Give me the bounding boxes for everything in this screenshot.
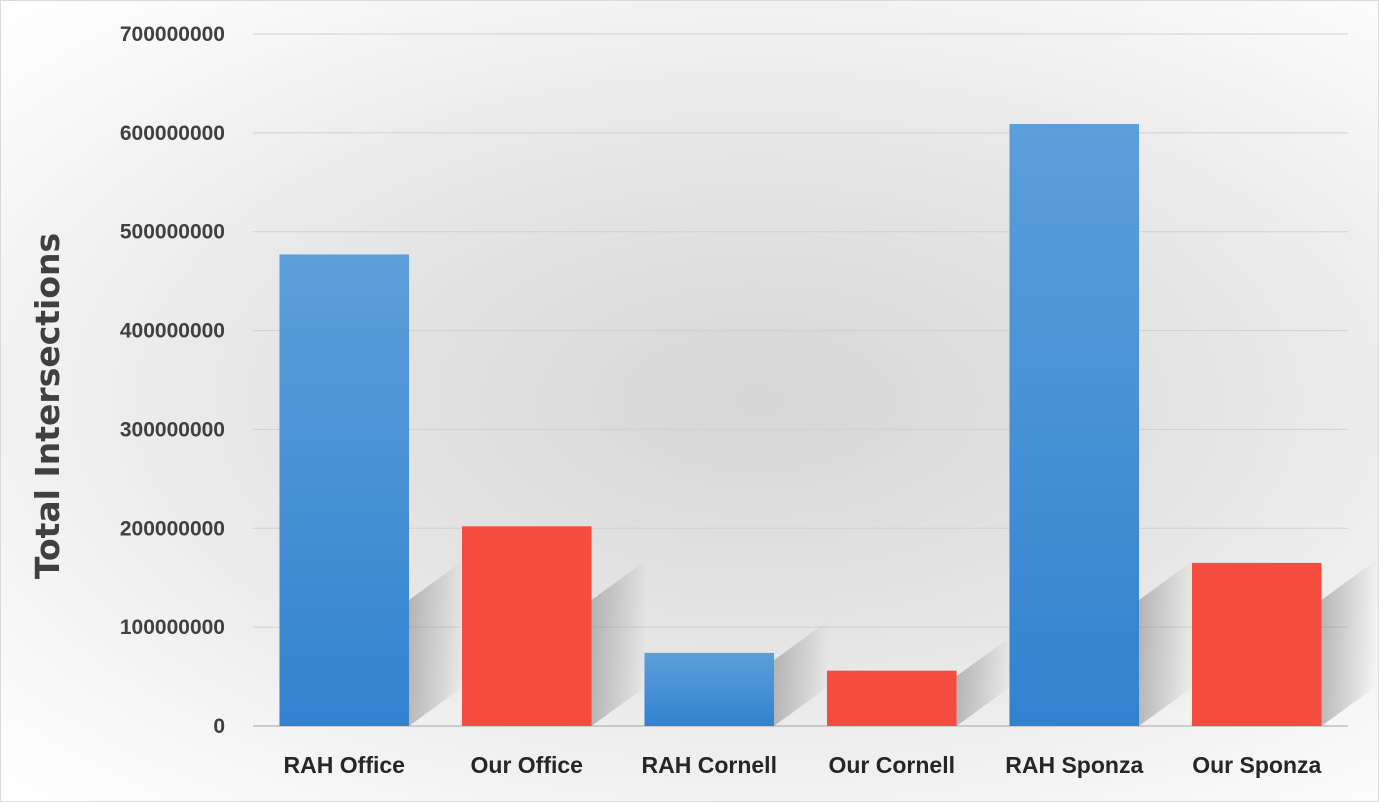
bar-rah-sponza (1009, 123, 1140, 726)
bar-rah-cornell (644, 652, 775, 726)
bars (279, 123, 1322, 727)
y-tick-label: 600000000 (120, 122, 225, 145)
x-category-label: RAH Sponza (1005, 752, 1143, 778)
bar-shadow (956, 636, 1012, 726)
bar-shadow (774, 620, 830, 726)
y-tick-label: 300000000 (120, 418, 225, 441)
y-tick-label: 200000000 (120, 517, 225, 540)
y-tick-label: 0 (213, 715, 225, 738)
bar-rah-office (279, 254, 410, 727)
y-tick-label: 700000000 (120, 23, 225, 46)
bar-shadow (1139, 560, 1195, 726)
bar-shadow (409, 560, 465, 726)
bar-our-office (461, 526, 592, 726)
y-tick-label: 100000000 (120, 616, 225, 639)
x-axis-categories: RAH Office Our Office RAH Cornell Our Corne… (284, 752, 1322, 778)
x-category-label: Our Sponza (1192, 752, 1321, 778)
bar-shadow (1321, 560, 1377, 726)
y-axis-ticks: 0 100000000 200000000 300000000 400000000 500… (120, 23, 225, 738)
x-category-label: Our Cornell (828, 752, 955, 778)
bar-our-sponza (1191, 562, 1322, 726)
bar-shadow (591, 560, 647, 726)
x-category-label: RAH Cornell (642, 752, 777, 778)
y-tick-label: 500000000 (120, 221, 225, 244)
bar-shadows (409, 560, 1377, 726)
bar-our-cornell (826, 670, 957, 726)
y-tick-label: 400000000 (120, 320, 225, 343)
x-category-label: RAH Office (284, 752, 405, 778)
y-axis-title: Total Intersections (28, 233, 67, 579)
x-category-label: Our Office (471, 752, 583, 778)
